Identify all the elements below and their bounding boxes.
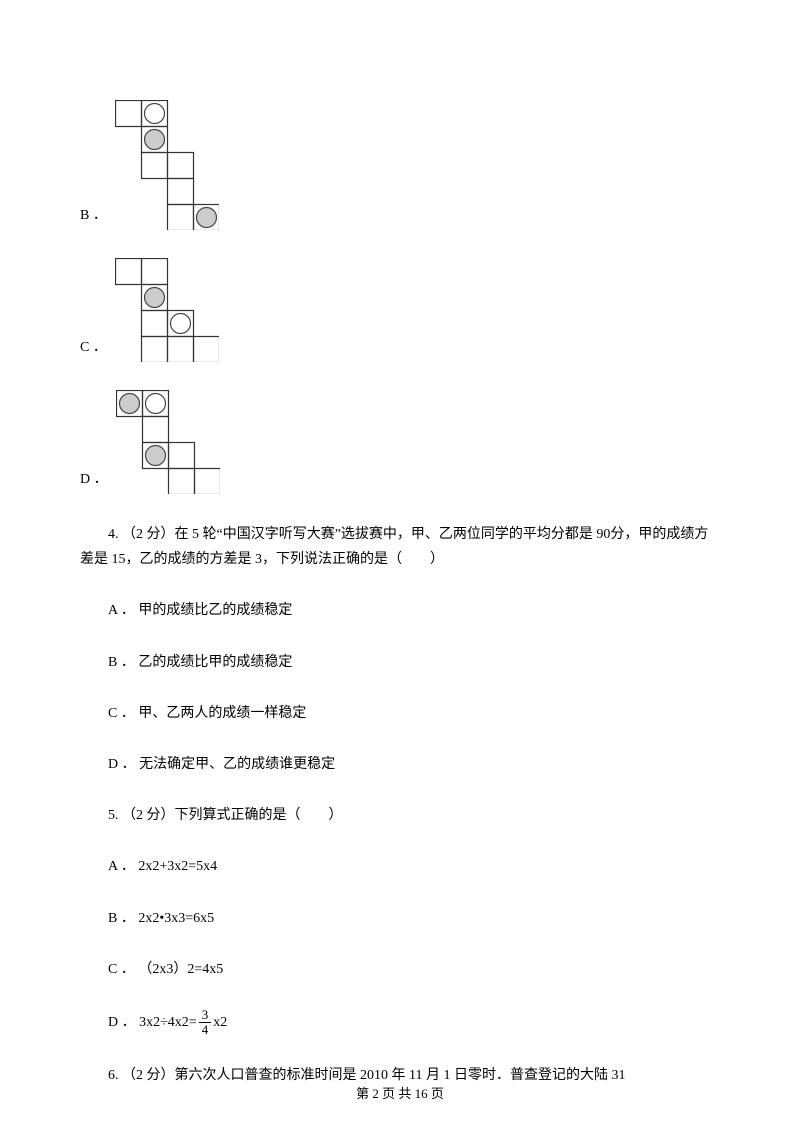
q5-option-d: D ． 3x2÷4x2= 3 4 x2 [80, 1008, 720, 1038]
q4-option-b: B ． 乙的成绩比甲的成绩稳定 [80, 650, 720, 675]
fraction-icon: 3 4 [199, 1008, 212, 1038]
q5-d-suffix: x2 [213, 1010, 227, 1035]
q5-option-b: B ． 2x2•3x3=6x5 [80, 906, 720, 931]
option-d-label: D ． [80, 467, 116, 494]
q5-d-prefix: D ． 3x2÷4x2= [108, 1010, 197, 1035]
figure-c [115, 258, 219, 362]
q4-option-a: A ． 甲的成绩比乙的成绩稳定 [80, 598, 720, 623]
option-c-row: C ． [80, 258, 720, 362]
figure-b [115, 100, 219, 230]
page-footer: 第 2 页 共 16 页 [0, 1083, 800, 1102]
option-d-row: D ． [80, 390, 720, 494]
question-4: 4. （2 分）在 5 轮“中国汉字听写大赛”选拔赛中，甲、乙两位同学的平均分都… [80, 522, 720, 572]
option-c-label: C ． [80, 335, 115, 362]
figure-d [116, 390, 220, 494]
question-5: 5. （2 分）下列算式正确的是（ ） [80, 803, 720, 828]
page-content: B ． C ． D ． 4. （2 分）在 5 轮“中国汉字听写大赛”选拔赛中，… [80, 100, 720, 1089]
q4-option-d: D ． 无法确定甲、乙的成绩谁更稳定 [80, 752, 720, 777]
option-b-row: B ． [80, 100, 720, 230]
option-b-label: B ． [80, 203, 115, 230]
fraction-denominator: 4 [199, 1023, 212, 1037]
q5-option-c: C ． （2x3）2=4x5 [80, 957, 720, 982]
fraction-numerator: 3 [199, 1008, 212, 1023]
q5-option-a: A ． 2x2+3x2=5x4 [80, 854, 720, 879]
q4-option-c: C ． 甲、乙两人的成绩一样稳定 [80, 701, 720, 726]
